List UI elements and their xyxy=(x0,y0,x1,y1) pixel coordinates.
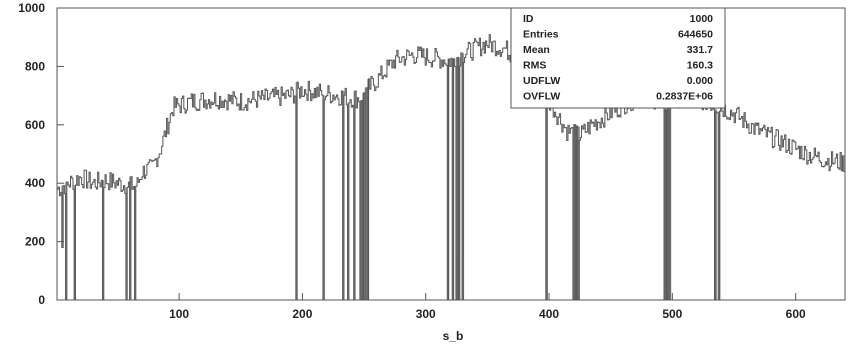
stats-box: ID 1000 Entries 644650 Mean 331.7 RMS 16… xyxy=(510,7,726,109)
x-tick-label: 300 xyxy=(416,307,436,321)
stats-box-frame xyxy=(510,7,726,109)
stats-value: 0.000 xyxy=(687,75,713,87)
stats-label: RMS xyxy=(523,60,546,72)
stats-label: Entries xyxy=(523,29,559,41)
x-tick-label: 500 xyxy=(662,307,682,321)
stats-value: 644650 xyxy=(678,29,713,41)
stats-value: 1000 xyxy=(690,13,714,25)
x-tick-label: 200 xyxy=(292,307,312,321)
y-tick-label: 200 xyxy=(25,235,45,249)
x-tick-label: 400 xyxy=(539,307,559,321)
stats-label: ID xyxy=(523,13,534,25)
stats-value: 0.2837E+06 xyxy=(656,91,713,103)
y-tick-label: 1000 xyxy=(18,1,45,15)
drop-bin xyxy=(129,176,132,300)
stats-label: UDFLW xyxy=(523,75,560,87)
stats-label: Mean xyxy=(523,44,550,56)
plot-frame xyxy=(56,7,846,301)
stats-value: 331.7 xyxy=(687,44,713,56)
x-axis-label: s_b xyxy=(443,329,464,343)
histogram-outline xyxy=(57,34,845,301)
x-tick-label: 600 xyxy=(786,307,806,321)
axis-ticks: 0 200 400 600 800 1000 100 200 300 400 500 600 xyxy=(18,1,806,321)
drop-bin xyxy=(134,186,137,300)
y-tick-label: 800 xyxy=(25,59,45,73)
x-tick-label: 100 xyxy=(169,307,189,321)
y-tick-label: 400 xyxy=(25,176,45,190)
stats-label: OVFLW xyxy=(523,91,560,103)
stats-value: 160.3 xyxy=(687,60,713,72)
histogram-bins xyxy=(57,34,845,301)
y-tick-label: 0 xyxy=(38,293,45,307)
y-tick-label: 600 xyxy=(25,118,45,132)
